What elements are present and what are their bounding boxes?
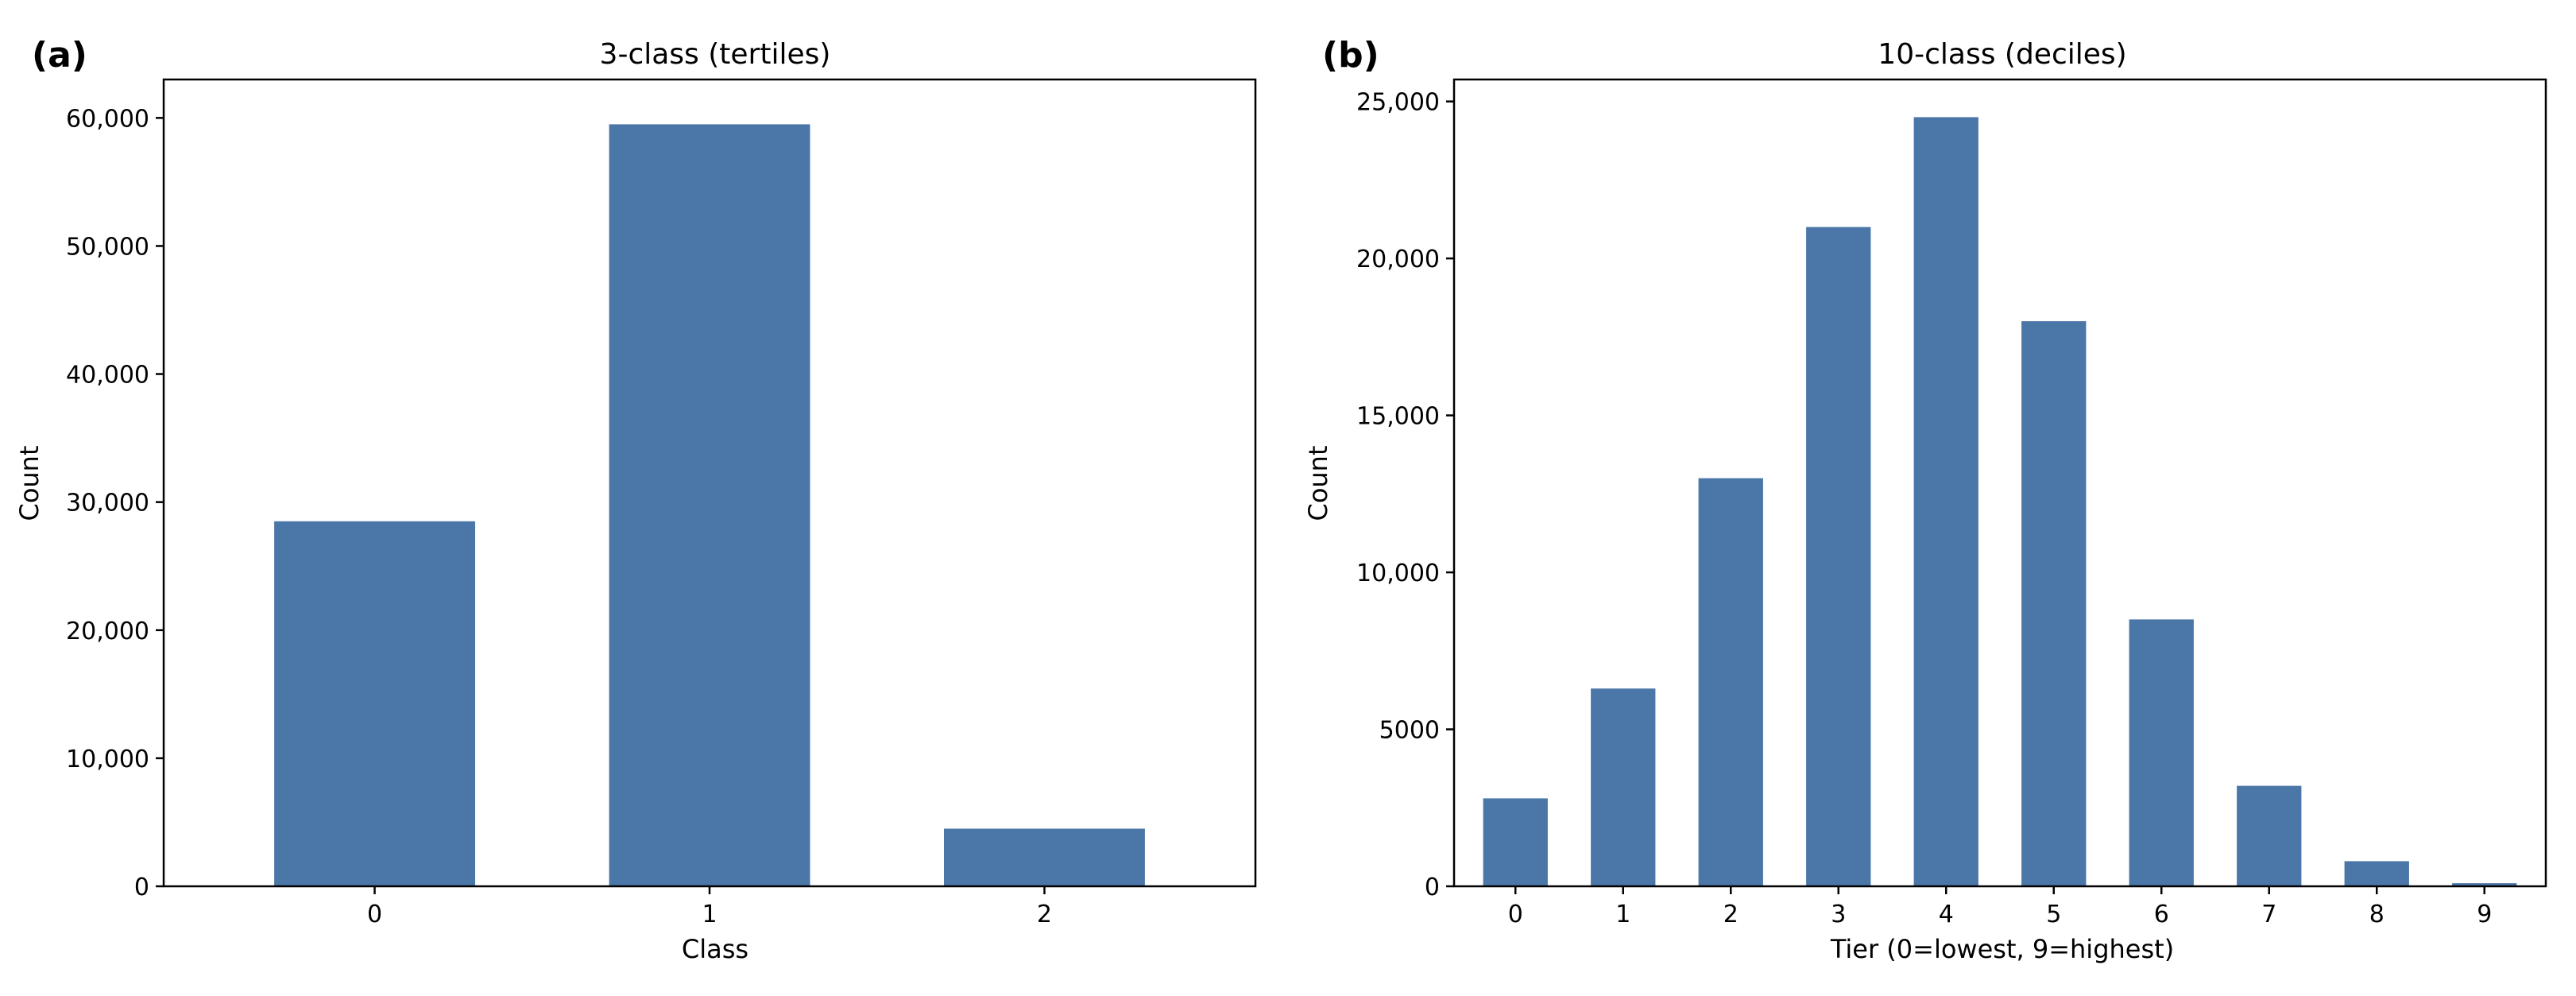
- x-tick-label-b-4: 4: [1939, 901, 1954, 928]
- chart-title-a: 3-class (tertiles): [600, 38, 831, 71]
- panel-label-a: (a): [32, 35, 87, 76]
- bar-b-9: [2452, 883, 2517, 886]
- bar-a-0: [274, 521, 475, 886]
- plot-frame-a: [162, 78, 1257, 888]
- x-tick-label-b-7: 7: [2261, 901, 2276, 928]
- bar-a-2: [944, 828, 1145, 886]
- panel-a: (a) 3-class (tertiles) 0 10,000 20,000 30,0…: [14, 35, 1257, 964]
- bar-b-8: [2344, 861, 2409, 886]
- y-tick-label-a-5: 50,000: [66, 233, 149, 261]
- x-tick-label-b-3: 3: [1831, 901, 1846, 928]
- bar-b-2: [1698, 478, 1763, 886]
- x-tick-label-a-0: 0: [367, 901, 382, 928]
- x-tick-label-b-9: 9: [2477, 901, 2492, 928]
- bar-b-6: [2129, 619, 2194, 886]
- bar-b-0: [1483, 798, 1548, 886]
- y-tick-label-a-4: 40,000: [66, 362, 149, 389]
- y-tick-label-a-1: 10,000: [66, 746, 149, 773]
- y-tick-label-b-0: 0: [1425, 874, 1440, 901]
- bar-b-7: [2237, 785, 2302, 886]
- y-axis-label-b: Count: [1303, 445, 1333, 521]
- x-ticks-b: 0 1 2 3 4 5 6 7 8 9: [1508, 886, 2492, 928]
- x-tick-label-b-6: 6: [2154, 901, 2169, 928]
- x-tick-label-b-5: 5: [2046, 901, 2061, 928]
- bar-b-3: [1806, 227, 1871, 887]
- x-axis-label-a: Class: [682, 934, 748, 964]
- bars-a: [274, 124, 1145, 886]
- bar-a-1: [609, 124, 810, 886]
- y-tick-label-b-5: 25,000: [1356, 89, 1440, 117]
- bars-b: [1483, 117, 2517, 887]
- y-tick-label-a-3: 30,000: [66, 490, 149, 517]
- chart-title-b: 10-class (deciles): [1878, 38, 2126, 71]
- x-tick-label-b-8: 8: [2369, 901, 2385, 928]
- y-tick-label-a-0: 0: [134, 874, 149, 901]
- x-ticks-a: 0 1 2: [367, 886, 1052, 928]
- y-tick-label-b-4: 20,000: [1356, 246, 1440, 273]
- x-tick-label-a-1: 1: [702, 901, 717, 928]
- x-tick-label-b-2: 2: [1723, 901, 1739, 928]
- bar-b-4: [1913, 117, 1978, 886]
- x-tick-label-a-2: 2: [1037, 901, 1052, 928]
- x-tick-label-b-0: 0: [1508, 901, 1523, 928]
- panel-label-b: (b): [1322, 35, 1379, 76]
- x-axis-label-b: Tier (0=lowest, 9=highest): [1830, 934, 2174, 964]
- panel-b: (b) 10-class (deciles) 0 5000 10,000 15,000…: [1303, 35, 2547, 964]
- plot-frame-b: [1452, 78, 2547, 888]
- y-tick-label-b-3: 15,000: [1356, 403, 1440, 431]
- y-ticks-a: 0 10,000 20,000 30,000 40,000 50,000 60,000: [66, 105, 164, 901]
- y-tick-label-b-1: 5000: [1379, 717, 1440, 745]
- y-ticks-b: 0 5000 10,000 15,000 20,000 25,000: [1356, 89, 1454, 901]
- bar-b-1: [1591, 688, 1656, 886]
- y-tick-label-b-2: 10,000: [1356, 560, 1440, 587]
- y-axis-label-a: Count: [14, 445, 44, 521]
- y-tick-label-a-6: 60,000: [66, 105, 149, 133]
- bar-b-5: [2021, 321, 2087, 887]
- y-tick-label-a-2: 20,000: [66, 618, 149, 645]
- x-tick-label-b-1: 1: [1615, 901, 1630, 928]
